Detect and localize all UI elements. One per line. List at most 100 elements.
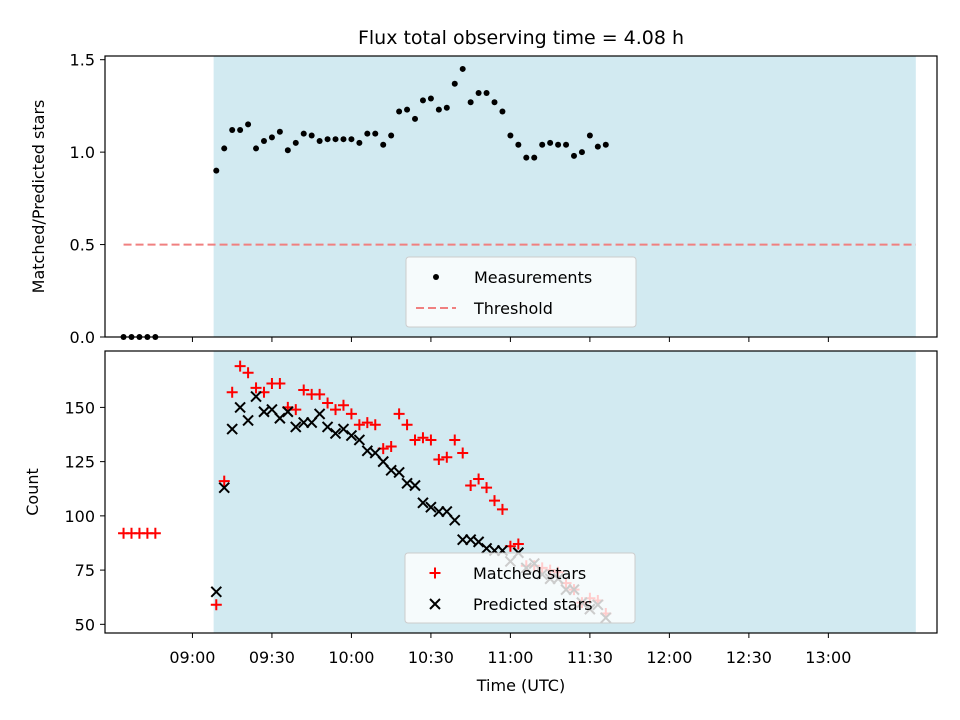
measurements-point: [475, 89, 482, 96]
legend-label: Measurements: [474, 268, 592, 287]
measurements-point: [555, 141, 562, 148]
predicted-stars-point: [313, 408, 326, 420]
measurements-point: [499, 108, 506, 115]
matched-stars-point: [345, 408, 357, 420]
matched-stars-point: [361, 417, 373, 429]
matched-stars-point: [234, 360, 246, 372]
chart-title: Flux total observing time = 4.08 h: [358, 27, 684, 49]
measurements-point: [451, 80, 458, 87]
y-tick-label: 50: [75, 615, 95, 634]
predicted-stars-point: [417, 497, 429, 509]
predicted-stars-point: [353, 434, 366, 446]
predicted-stars-point: [250, 390, 262, 403]
measurements-point: [419, 97, 426, 104]
matched-stars-point: [401, 419, 413, 431]
measurements-point: [507, 132, 514, 139]
x-tick-label: 11:30: [567, 648, 613, 667]
matched-stars-point: [393, 408, 405, 420]
matched-stars-point: [496, 503, 508, 515]
matched-stars-point: [353, 419, 365, 431]
predicted-stars-point: [337, 423, 350, 435]
matched-stars-point: [512, 538, 524, 550]
matched-stars-point: [274, 378, 286, 390]
measurements-point: [253, 145, 260, 152]
matched-stars-point: [218, 475, 230, 487]
matched-stars-point: [481, 482, 493, 494]
predicted-stars-point: [226, 423, 238, 435]
measurements-point: [316, 138, 323, 145]
measurements-point: [578, 149, 585, 156]
measurements-point: [483, 89, 490, 96]
x-tick-label: 12:30: [726, 648, 772, 667]
measurements-point: [340, 136, 347, 143]
matched-stars-point: [489, 495, 501, 507]
matched-stars-point: [226, 386, 238, 398]
matched-stars-point: [449, 434, 461, 446]
matched-stars-point: [337, 399, 349, 411]
measurements-point: [388, 132, 395, 139]
measurements-point: [260, 138, 267, 145]
measurements-point: [245, 121, 252, 128]
measurements-point: [372, 130, 379, 137]
measurements-point: [404, 106, 411, 113]
measurements-point: [332, 136, 339, 143]
legend-label: Threshold: [473, 299, 553, 318]
measurements-point: [412, 115, 419, 122]
x-tick-label: 11:00: [487, 648, 533, 667]
matched-stars-point: [457, 447, 469, 459]
measurements-point: [443, 104, 450, 111]
matched-stars-point: [433, 453, 445, 465]
count-panel: 50 75 100 125 150 09:00 09:30 10:00 10:30 11:00 11…: [23, 350, 938, 667]
matched-stars-point: [473, 473, 485, 485]
measurements-point: [213, 167, 220, 174]
ratio-panel: 0.0 0.5 1.0 1.5 Matched/Predicted stars Measu…: [29, 51, 938, 347]
measurements-point: [396, 108, 403, 115]
predicted-stars-point: [274, 412, 286, 424]
measurements-point: [491, 99, 498, 106]
measurements-point: [467, 99, 474, 106]
y-tick-label: 0.0: [70, 328, 95, 347]
measurements-point: [523, 154, 530, 161]
x-tick-label: 09:00: [169, 648, 215, 667]
measurements-point: [594, 143, 601, 150]
measurements-point: [324, 136, 331, 143]
matched-stars-point: [322, 397, 334, 409]
measurements-point: [563, 141, 570, 148]
predicted-stars-point: [393, 466, 405, 479]
matched-stars-point: [298, 384, 310, 396]
measurements-point: [547, 139, 554, 146]
measurements-point: [427, 95, 434, 102]
measurements-point: [348, 136, 355, 143]
x-tick-label: 12:00: [646, 648, 692, 667]
measurements-point: [300, 130, 307, 137]
predicted-stars-point: [329, 427, 342, 440]
predicted-stars-point: [290, 421, 302, 433]
measurements-point: [292, 139, 299, 146]
predicted-stars-point: [425, 501, 437, 513]
y-tick-label: 75: [75, 561, 95, 580]
predicted-stars-point: [472, 536, 485, 548]
matched-stars-point: [330, 404, 342, 416]
matched-stars-point: [250, 382, 262, 394]
matched-stars-point: [385, 440, 397, 452]
matched-stars-point: [425, 434, 437, 446]
legend-marker: [433, 274, 439, 280]
measurements-point: [586, 132, 593, 139]
y-tick-label: 125: [64, 453, 95, 472]
axes-frame: [104, 350, 938, 634]
predicted-stars-point: [480, 542, 493, 555]
matched-stars-point: [210, 599, 222, 611]
predicted-stars-point: [218, 481, 230, 494]
y-tick-label: 1.0: [70, 143, 95, 162]
matched-stars-point: [149, 527, 161, 539]
predicted-stars-point: [282, 406, 294, 418]
predicted-stars-point: [321, 421, 334, 433]
predicted-stars-point: [242, 414, 254, 427]
legend-box: [404, 552, 636, 624]
x-axis-label: Time (UTC): [476, 676, 565, 695]
measurements-point: [459, 65, 466, 72]
predicted-stars-point: [449, 514, 461, 526]
matched-stars-point: [465, 479, 477, 491]
legend: Measurements Threshold: [405, 256, 637, 328]
predicted-stars-point: [409, 479, 421, 492]
